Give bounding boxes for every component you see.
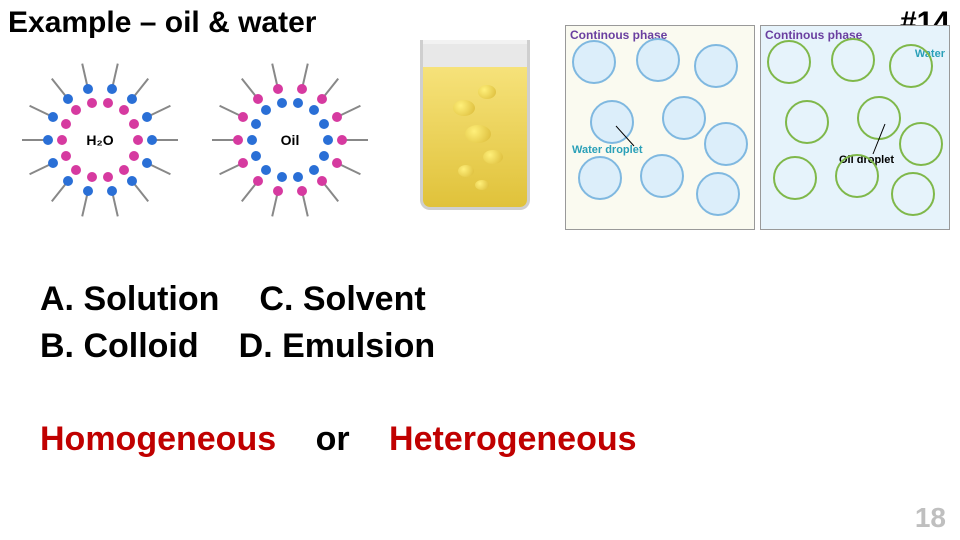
image-row: H₂O Oil Continous phase Oil Water drople…	[0, 40, 960, 240]
classification-line: Homogeneous or Heterogeneous	[40, 420, 920, 459]
micelle-h2o-diagram: H₂O	[20, 60, 180, 220]
option-b: B. Colloid	[40, 327, 199, 366]
option-c: C. Solvent	[259, 280, 425, 319]
or-label: or	[316, 420, 350, 458]
slide-title: Example – oil & water	[8, 6, 316, 40]
page-number: 18	[915, 502, 946, 534]
micelle-oil-label: Oil	[281, 132, 300, 148]
slide: Example – oil & water #14 18 H₂O Oil Con…	[0, 0, 960, 540]
beaker-image	[400, 40, 550, 230]
heterogeneous-label: Heterogeneous	[389, 420, 637, 458]
phase-diagram-water-continuous: Continous phase Water Oil droplet	[760, 25, 950, 230]
micelle-h2o-label: H₂O	[86, 132, 113, 148]
micelle-oil-diagram: Oil	[210, 60, 370, 220]
homogeneous-label: Homogeneous	[40, 420, 276, 458]
phase-diagram-oil-continuous: Continous phase Oil Water droplet	[565, 25, 755, 230]
option-d: D. Emulsion	[239, 327, 435, 366]
answer-options: A. Solution C. Solvent B. Colloid D. Emu…	[40, 280, 435, 374]
phase-left-droplet-label: Water droplet	[572, 144, 643, 156]
option-a: A. Solution	[40, 280, 219, 319]
